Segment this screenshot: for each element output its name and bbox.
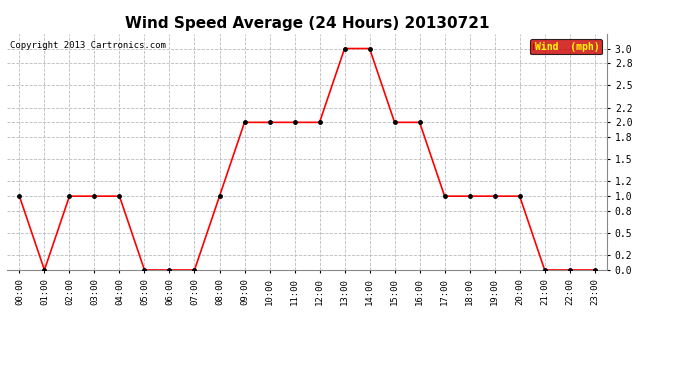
Legend: Wind  (mph): Wind (mph) <box>530 39 602 54</box>
Title: Wind Speed Average (24 Hours) 20130721: Wind Speed Average (24 Hours) 20130721 <box>125 16 489 31</box>
Text: Copyright 2013 Cartronics.com: Copyright 2013 Cartronics.com <box>10 41 166 50</box>
